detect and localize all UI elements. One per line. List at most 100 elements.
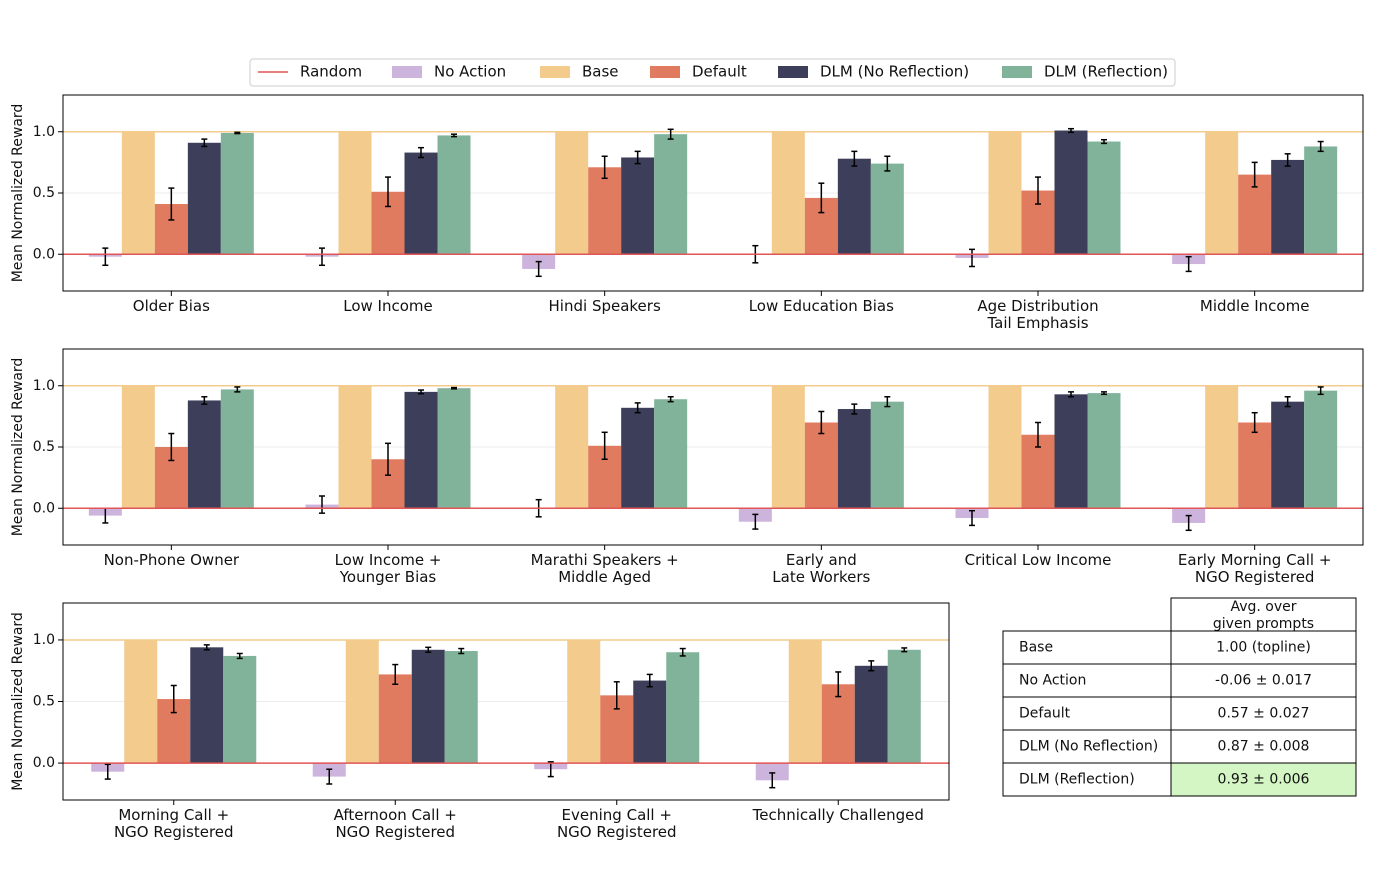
error-bar <box>818 410 825 435</box>
x-tick-label: Marathi Speakers + Middle Aged <box>531 551 679 586</box>
error-bar <box>667 396 674 403</box>
error-bar <box>326 768 333 785</box>
error-bar <box>818 182 825 214</box>
error-bar <box>168 187 175 221</box>
table-row-label: DLM (Reflection) <box>1019 772 1135 788</box>
x-tick-label: Low Education Bias <box>749 297 894 315</box>
error-bar <box>1068 127 1074 134</box>
error-bar <box>667 128 674 140</box>
bar <box>404 152 438 255</box>
bar <box>555 385 589 509</box>
legend-label: DLM (No Reflection) <box>820 63 969 81</box>
error-bar <box>1284 153 1291 167</box>
bar <box>444 651 478 764</box>
x-tick-label: Technically Challenged <box>752 806 924 824</box>
error-bar <box>451 386 457 390</box>
legend-swatch <box>778 66 808 78</box>
bar <box>621 157 655 255</box>
table-cell <box>1170 762 1357 797</box>
error-bar <box>1251 411 1258 434</box>
bar <box>755 763 789 781</box>
error-bar <box>1101 138 1107 145</box>
bar <box>621 407 655 509</box>
error-bar <box>201 396 208 405</box>
bar <box>870 163 904 255</box>
bar <box>1271 159 1305 255</box>
table-row-label: DLM (No Reflection) <box>1019 739 1158 755</box>
table-row-label: Base <box>1019 640 1053 656</box>
bar <box>1087 393 1121 509</box>
bar <box>437 135 471 255</box>
bar <box>124 639 158 764</box>
bar <box>771 385 805 509</box>
error-bar <box>319 495 325 514</box>
table-cell <box>1170 729 1357 764</box>
table-cell <box>1002 630 1172 665</box>
error-bar <box>601 155 608 180</box>
bar <box>666 652 700 764</box>
axes-frame <box>62 94 1364 292</box>
bar <box>1271 401 1305 509</box>
legend-label: Random <box>300 63 362 81</box>
bar <box>220 389 254 509</box>
error-bar <box>769 772 776 789</box>
table-cell <box>1002 696 1172 731</box>
y-tick-label: 1.0 <box>33 632 55 648</box>
bar <box>837 409 871 509</box>
bar <box>1054 130 1088 255</box>
error-bar <box>385 442 391 476</box>
legend-swatch <box>540 66 570 78</box>
bar <box>220 132 254 255</box>
bar <box>187 400 221 509</box>
error-bar <box>1185 514 1192 532</box>
bar <box>588 167 622 255</box>
error-bar <box>234 386 241 393</box>
legend-label: Base <box>582 63 619 81</box>
error-bar <box>392 663 399 686</box>
table-value: -0.06 ± 0.017 <box>1215 673 1312 689</box>
table-header: Avg. over given prompts <box>1213 599 1314 632</box>
bar <box>633 680 667 764</box>
table-cell <box>1170 696 1357 731</box>
bar <box>837 158 871 255</box>
table-value: 0.93 ± 0.006 <box>1218 772 1310 788</box>
y-tick-label: 0.5 <box>33 185 55 201</box>
table-cell <box>1002 663 1172 698</box>
table-value: 0.87 ± 0.008 <box>1218 739 1310 755</box>
error-bar <box>385 176 391 208</box>
error-bar <box>234 131 241 135</box>
table-value: 1.00 (topline) <box>1216 640 1311 656</box>
error-bar <box>535 260 542 278</box>
error-bar <box>1101 391 1107 396</box>
error-bar <box>1185 255 1192 273</box>
y-tick-label: 0.0 <box>33 500 55 516</box>
table-value: 0.57 ± 0.027 <box>1218 706 1310 722</box>
error-bar <box>1251 161 1258 188</box>
error-bar <box>613 681 620 710</box>
legend-label: DLM (Reflection) <box>1044 63 1168 81</box>
error-bar <box>884 396 891 408</box>
y-tick-label: 1.0 <box>33 378 55 394</box>
error-bar <box>969 509 975 527</box>
y-axis-label: Mean Normalized Reward <box>10 104 26 283</box>
error-bar <box>458 647 465 655</box>
x-tick-label: Early Morning Call + NGO Registered <box>1178 551 1331 586</box>
error-bar <box>868 660 875 672</box>
x-tick-label: Evening Call + NGO Registered <box>557 806 677 841</box>
legend-label: Default <box>692 63 747 81</box>
bar <box>555 131 589 255</box>
legend-swatch <box>650 66 680 78</box>
error-bar <box>646 673 653 688</box>
table-cell <box>1002 729 1172 764</box>
bar <box>187 142 221 255</box>
bar <box>804 422 838 509</box>
bar <box>223 655 257 764</box>
error-bar <box>884 155 891 172</box>
error-bar <box>1284 396 1291 408</box>
x-tick-label: Hindi Speakers <box>549 297 661 315</box>
error-bar <box>634 150 641 165</box>
bar <box>121 131 155 255</box>
bar <box>1238 174 1272 255</box>
